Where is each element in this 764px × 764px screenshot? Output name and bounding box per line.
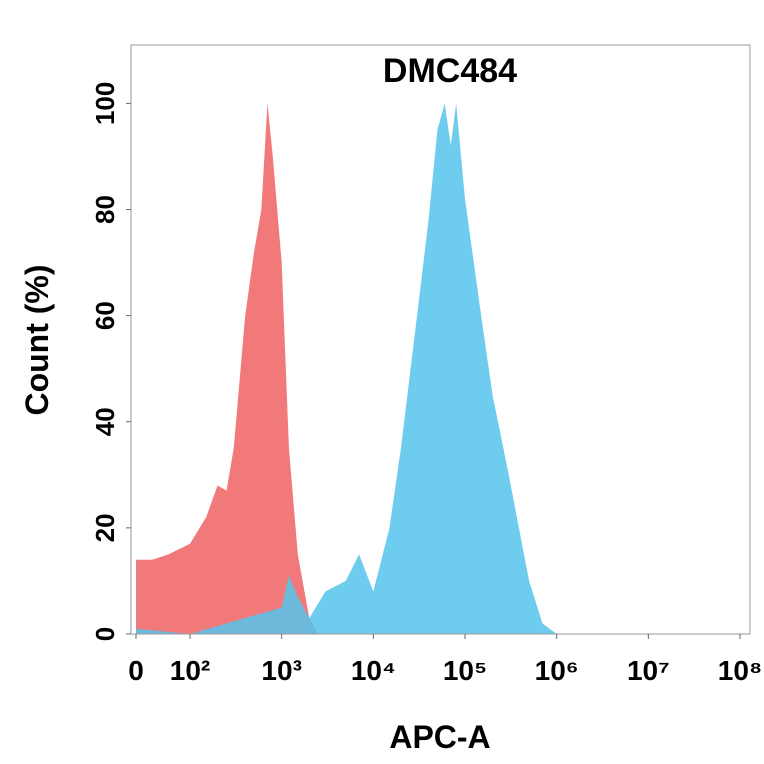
x-axis-label: APC-A — [389, 719, 490, 755]
x-tick-label: 10⁸ — [718, 655, 762, 686]
y-tick-label: 0 — [90, 627, 120, 641]
y-tick-label: 20 — [90, 513, 120, 542]
x-tick-label: 10² — [170, 655, 210, 686]
y-tick-label: 100 — [90, 82, 120, 125]
y-tick-label: 80 — [90, 195, 120, 224]
y-tick-label: 40 — [90, 407, 120, 436]
x-tick-label: 10⁷ — [627, 655, 670, 686]
y-axis-label: Count (%) — [19, 264, 55, 415]
area — [136, 103, 319, 634]
area — [136, 103, 557, 634]
x-tick-label: 10⁵ — [443, 655, 487, 686]
x-tick-label: 10³ — [261, 655, 301, 686]
plot-frame — [130, 44, 751, 635]
x-tick-label: 0 — [128, 655, 144, 686]
x-tick-label: 10⁶ — [535, 655, 579, 686]
chart-title: DMC484 — [383, 52, 517, 90]
y-tick-label: 60 — [90, 301, 120, 330]
x-tick-label: 10⁴ — [351, 655, 396, 686]
